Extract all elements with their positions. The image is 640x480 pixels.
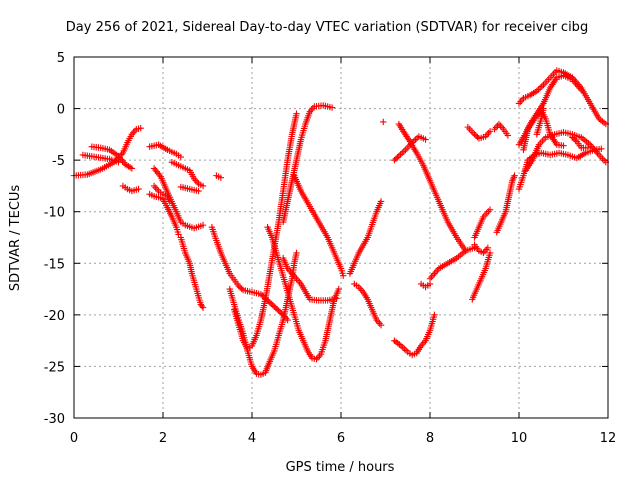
data-point	[198, 302, 206, 310]
data-point	[377, 198, 385, 205]
data-point	[399, 344, 406, 351]
data-point	[400, 148, 408, 155]
data-point	[392, 155, 400, 162]
data-point	[335, 285, 342, 293]
data-point	[431, 311, 438, 319]
data-point	[269, 302, 276, 309]
x-tick-labels: 0 2 4 6 8 10 12	[70, 431, 616, 446]
data-point	[199, 182, 207, 190]
data-point	[177, 153, 184, 161]
data-point	[486, 249, 494, 257]
data-point	[474, 133, 481, 141]
data-point	[486, 128, 494, 135]
data-point	[377, 321, 385, 329]
y-axis-label: SDTVAR / TECUs	[8, 185, 23, 292]
data-point	[272, 304, 279, 312]
data-point	[235, 282, 242, 290]
data-point	[394, 154, 401, 161]
y-tick-label: 5	[57, 51, 65, 66]
data-point	[584, 144, 592, 151]
data-point	[560, 142, 567, 149]
x-tick-label: 8	[426, 431, 434, 446]
chart-title: Day 256 of 2021, Sidereal Day-to-day VTE…	[66, 20, 588, 35]
data-point	[137, 124, 144, 132]
data-point	[199, 304, 207, 311]
data-point	[166, 198, 173, 205]
data-point	[293, 110, 300, 117]
data-point	[412, 136, 419, 143]
data-point	[199, 221, 207, 229]
data-point	[217, 174, 225, 181]
data-point	[572, 137, 579, 144]
x-tick-label: 2	[159, 431, 167, 446]
data-point	[569, 134, 576, 141]
data-point	[540, 105, 547, 112]
y-tick-label: -20	[44, 309, 65, 324]
data-point	[401, 345, 408, 353]
data-point	[275, 307, 282, 314]
y-tick-label: -25	[44, 360, 65, 375]
data-point	[471, 131, 478, 138]
data-point	[380, 118, 387, 126]
data-point	[128, 165, 136, 172]
data-point	[135, 185, 142, 193]
y-tick-label: -5	[52, 154, 65, 169]
grid	[74, 57, 608, 418]
data-point	[268, 300, 275, 308]
x-tick-label: 4	[248, 431, 256, 446]
data-point	[274, 306, 281, 313]
x-tick-label: 10	[511, 431, 528, 446]
data-point	[538, 83, 546, 90]
x-tick-label: 0	[70, 431, 78, 446]
data-points	[70, 67, 609, 378]
data-point	[536, 84, 544, 92]
data-point	[504, 132, 512, 139]
data-point	[236, 284, 244, 291]
data-point	[257, 291, 265, 298]
data-point	[266, 299, 273, 306]
data-point	[391, 156, 398, 164]
y-tick-label: -15	[44, 257, 65, 272]
data-point	[578, 86, 585, 94]
data-point	[422, 136, 429, 143]
y-tick-label: -30	[44, 412, 65, 427]
data-point	[293, 249, 300, 257]
data-point	[570, 135, 578, 143]
data-point	[328, 104, 336, 111]
data-point	[486, 206, 494, 213]
data-point	[511, 172, 518, 179]
x-tick-label: 12	[600, 431, 617, 446]
data-point	[238, 285, 245, 292]
data-point	[195, 187, 202, 195]
x-axis-label: GPS time / hours	[286, 460, 395, 475]
plot-frame	[73, 56, 609, 419]
data-point	[598, 145, 605, 152]
data-point	[397, 151, 404, 158]
data-point	[271, 303, 278, 310]
y-tick-label: -10	[44, 206, 65, 221]
x-tick-label: 6	[337, 431, 345, 446]
data-point	[484, 244, 492, 252]
data-point	[333, 295, 340, 302]
data-point	[402, 347, 410, 354]
data-point	[472, 132, 480, 139]
y-tick-label: 0	[57, 103, 65, 118]
y-tick-labels: 5 0 -5 -10 -15 -20 -25 -30	[44, 51, 65, 427]
data-point	[398, 149, 406, 157]
data-point	[340, 272, 347, 279]
